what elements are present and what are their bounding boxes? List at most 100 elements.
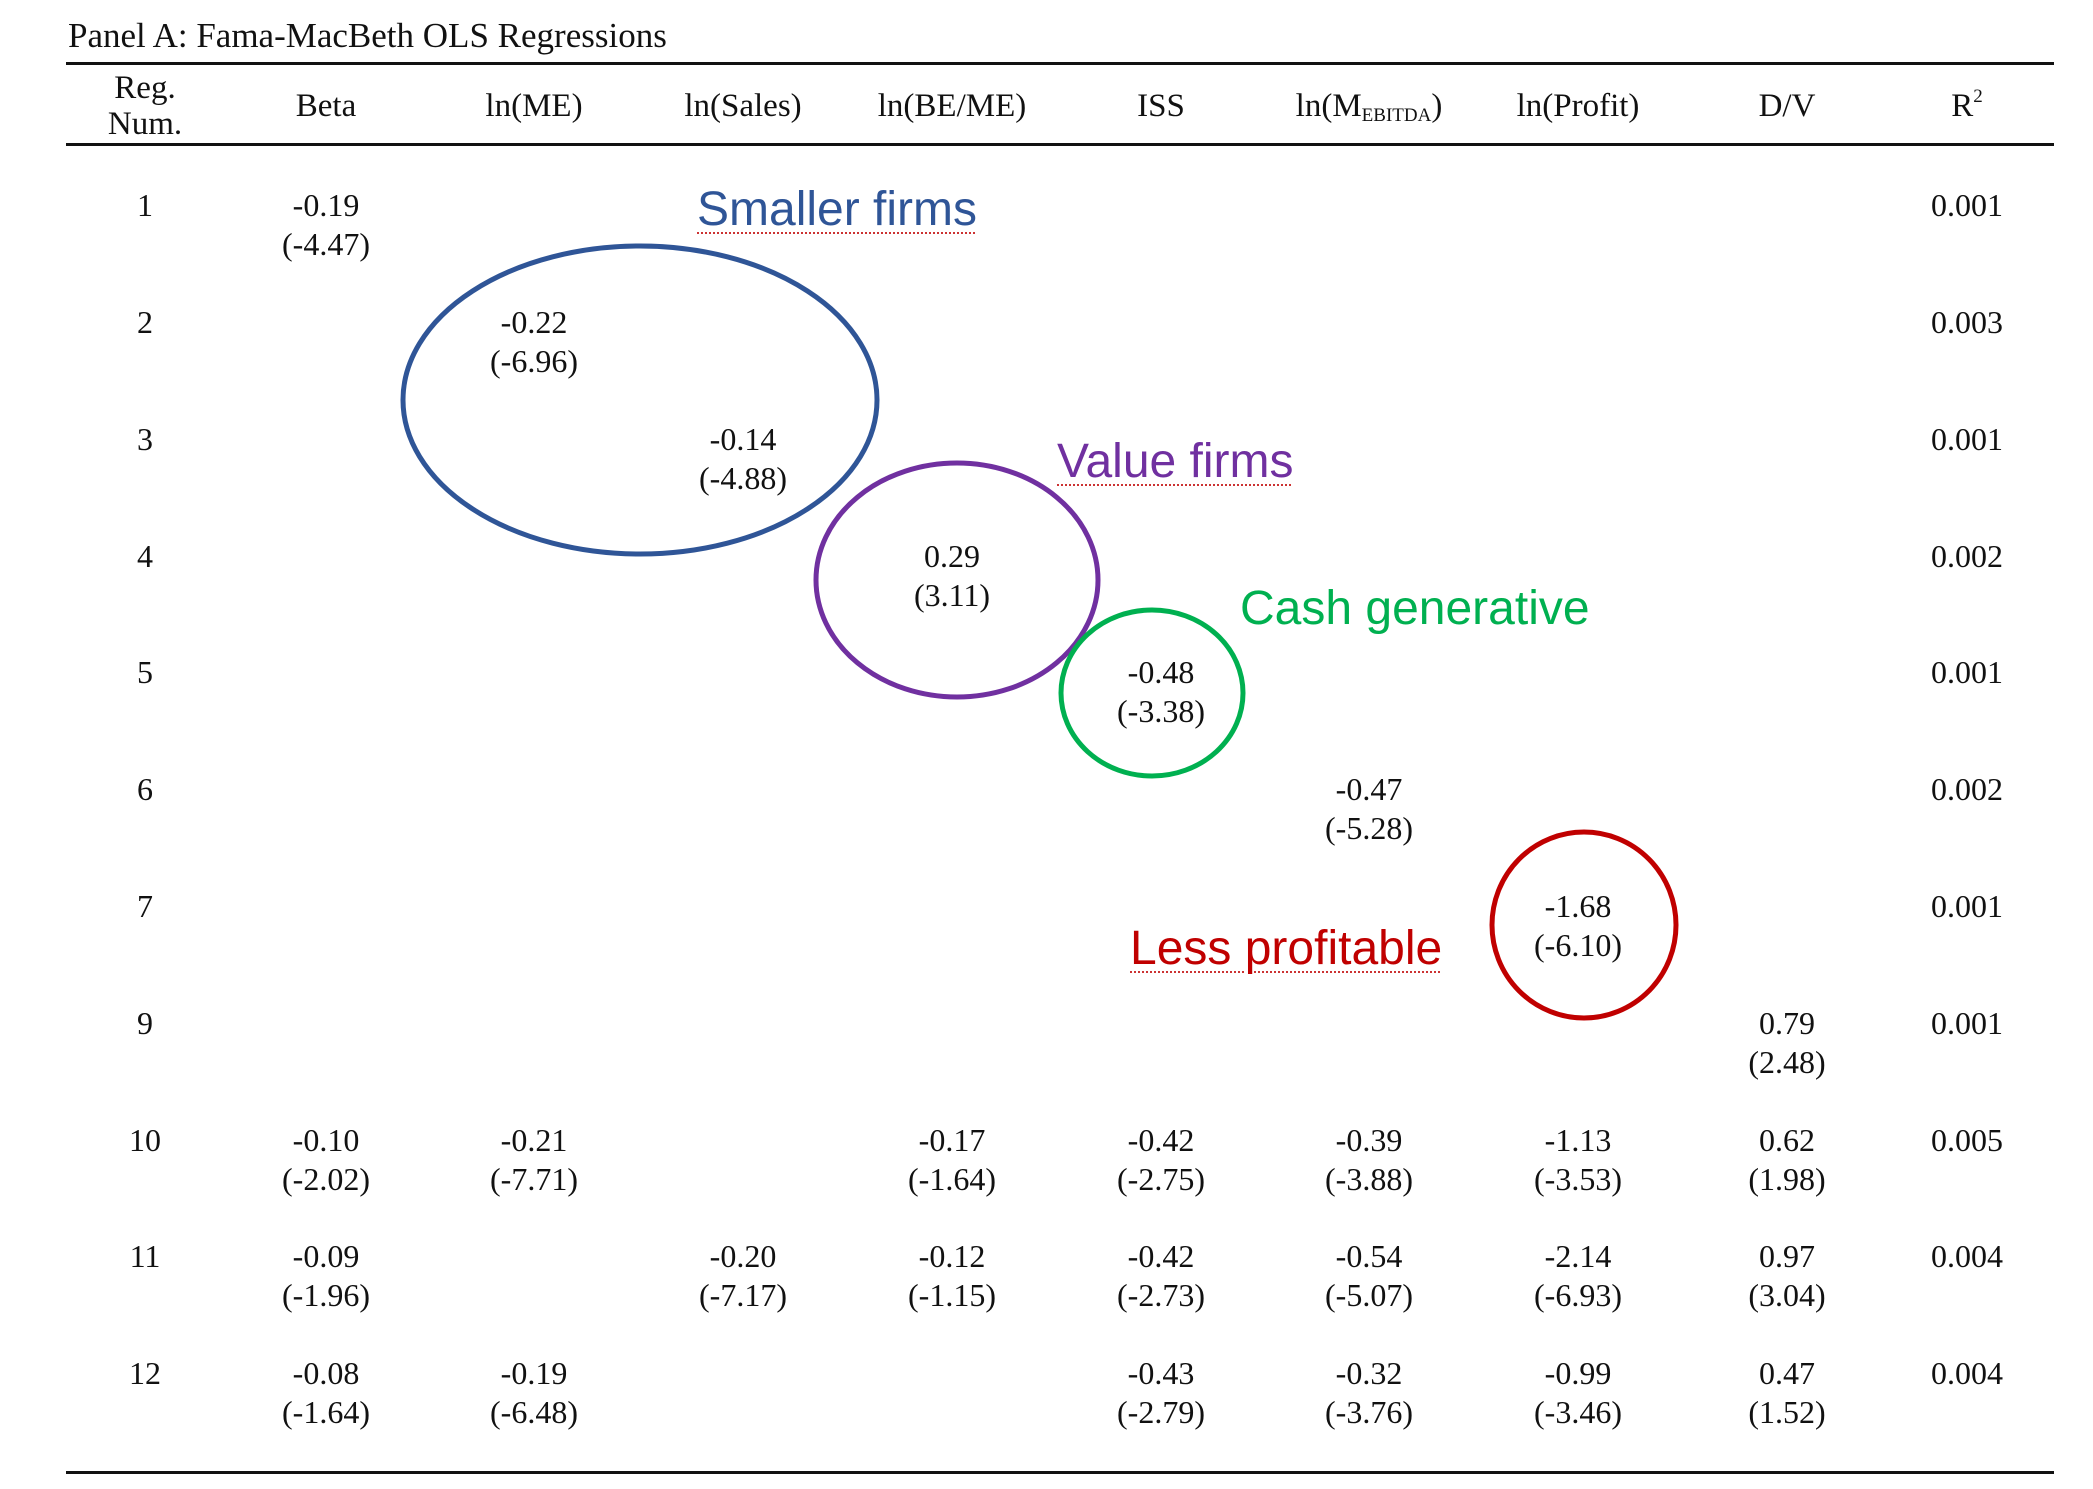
t-statistic: (-7.17) [699,1277,787,1313]
coef-cell-dv: 0.79 (2.48) [1748,1004,1825,1082]
header-ln-profit: ln(Profit) [1516,88,1640,124]
r-squared-cell: 0.005 [1931,1122,2003,1158]
row-number: 9 [137,1005,153,1041]
t-statistic: (3.11) [913,577,991,613]
coef-cell-iss: -0.48 (-3.38) [1117,653,1205,731]
coefficient: 0.79 [1759,1005,1815,1041]
t-statistic: (-4.88) [699,460,787,496]
t-statistic: (-3.53) [1534,1161,1622,1197]
coef-cell-beta: -0.10 (-2.02) [282,1121,370,1199]
coef-cell-iss: -0.42 (-2.73) [1117,1237,1205,1315]
coef-cell-ln-m: -0.47 (-5.28) [1325,770,1413,848]
t-statistic: (-6.10) [1534,927,1622,963]
t-statistic: (1.52) [1748,1394,1826,1430]
header-rule [66,143,2054,146]
t-statistic: (-5.07) [1325,1277,1413,1313]
row-number: 12 [129,1355,161,1391]
t-statistic: (-5.28) [1325,810,1413,846]
r-squared-cell: 0.002 [1931,538,2003,574]
coef-cell-ln-profit: -1.13 (-3.53) [1534,1121,1622,1199]
coefficient: 0.62 [1759,1122,1815,1158]
t-statistic: (-3.88) [1325,1161,1413,1197]
coef-cell-ln-me: -0.19 (-6.48) [490,1354,578,1432]
t-statistic: (-1.96) [282,1277,370,1313]
coef-cell-ln-me: -0.21 (-7.71) [490,1121,578,1199]
row-number: 10 [129,1122,161,1158]
header-reg-num: Reg. Num. [107,70,183,142]
panel-title: Panel A: Fama-MacBeth OLS Regressions [68,16,667,55]
coefficient: -0.32 [1335,1355,1403,1391]
row-number: 11 [129,1238,161,1274]
coefficient: -1.13 [1544,1122,1612,1158]
coef-cell-ln-beme: -0.12 (-1.15) [908,1237,996,1315]
t-statistic: (2.48) [1748,1044,1826,1080]
coef-cell-ln-profit: -2.14 (-6.93) [1534,1237,1622,1315]
coefficient: -0.47 [1335,771,1403,807]
coefficient: -0.08 [292,1355,360,1391]
coef-cell-ln-sales: -0.14 (-4.88) [699,420,787,498]
smaller-firms-note: Smaller firms [697,183,978,236]
coefficient: -0.21 [500,1122,568,1158]
coef-cell-ln-m: -0.39 (-3.88) [1325,1121,1413,1199]
t-statistic: (-2.75) [1117,1161,1205,1197]
r-squared-cell: 0.001 [1931,654,2003,690]
r-squared-cell: 0.004 [1931,1238,2003,1274]
t-statistic: (-2.73) [1117,1277,1205,1313]
header-beta: Beta [295,88,357,124]
coefficient: -0.12 [918,1238,986,1274]
r-squared-cell: 0.001 [1931,888,2003,924]
t-statistic: (-3.46) [1534,1394,1622,1430]
row-number: 1 [137,187,153,223]
header-iss: ISS [1137,88,1185,124]
row-number: 4 [137,538,153,574]
coef-cell-dv: 0.97 (3.04) [1748,1237,1825,1315]
t-statistic: (-1.64) [908,1161,996,1197]
coefficient: -0.22 [500,304,568,340]
row-number: 2 [137,304,153,340]
coef-cell-ln-m: -0.32 (-3.76) [1325,1354,1413,1432]
coef-cell-beta: -0.09 (-1.96) [282,1237,370,1315]
coefficient: -0.99 [1544,1355,1612,1391]
coef-cell-ln-m: -0.54 (-5.07) [1325,1237,1413,1315]
coef-cell-ln-me: -0.22 (-6.96) [490,303,578,381]
header-ln-beme: ln(BE/ME) [877,88,1027,124]
t-statistic: (-7.71) [490,1161,578,1197]
coef-cell-iss: -0.42 (-2.75) [1117,1121,1205,1199]
t-statistic: (-6.93) [1534,1277,1622,1313]
coef-cell-dv: 0.62 (1.98) [1748,1121,1825,1199]
header-ln-sales: ln(Sales) [684,88,802,124]
coef-cell-ln-beme: 0.29 (3.11) [914,537,990,615]
coefficient: -0.19 [500,1355,568,1391]
top-rule [66,62,2054,65]
coefficient: -0.39 [1335,1122,1403,1158]
header-ln-me: ln(ME) [485,88,583,124]
less-profitable-note: Less profitable [1130,922,1443,975]
coefficient: 0.47 [1759,1355,1815,1391]
r-squared-cell: 0.001 [1931,187,2003,223]
t-statistic: (-1.64) [282,1394,370,1430]
coef-cell-beta: -0.08 (-1.64) [282,1354,370,1432]
r-squared-cell: 0.004 [1931,1355,2003,1391]
t-statistic: (-3.38) [1117,693,1205,729]
header-ln-m-ebitda: ln(MEBITDA) [1295,88,1443,126]
coefficient: -0.14 [709,421,777,457]
t-statistic: (-6.96) [490,343,578,379]
header-r-squared: R2 [1951,86,1983,124]
coef-cell-ln-profit: -0.99 (-3.46) [1534,1354,1622,1432]
cash-generative-note: Cash generative [1240,582,1590,635]
coefficient: -0.10 [292,1122,360,1158]
row-number: 7 [137,888,153,924]
coefficient: 0.29 [924,538,980,574]
t-statistic: (-1.15) [908,1277,996,1313]
t-statistic: (1.98) [1748,1161,1826,1197]
coef-cell-iss: -0.43 (-2.79) [1117,1354,1205,1432]
r-squared-cell: 0.001 [1931,1005,2003,1041]
coefficient: -1.68 [1544,888,1612,924]
row-number: 6 [137,771,153,807]
row-number: 5 [137,654,153,690]
row-number: 3 [137,421,153,457]
t-statistic: (-2.79) [1117,1394,1205,1430]
r-squared-cell: 0.001 [1931,421,2003,457]
coefficient: -0.48 [1127,654,1195,690]
t-statistic: (-4.47) [282,226,370,262]
